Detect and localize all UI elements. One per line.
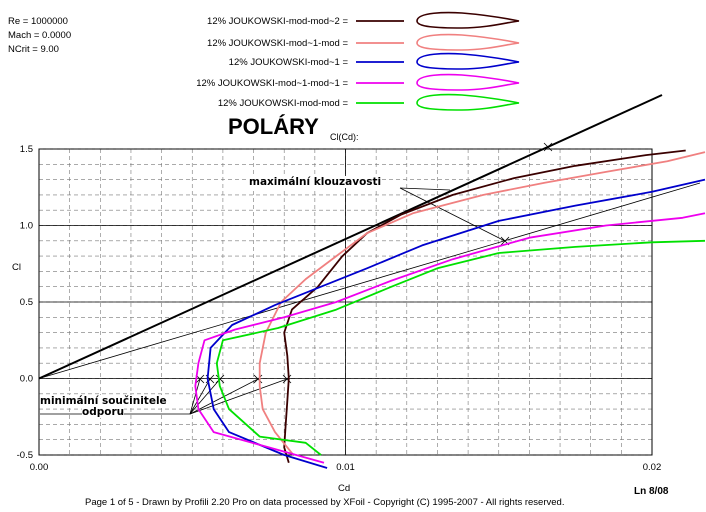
legend-airfoil-3 [416, 52, 520, 70]
series-line-2 [258, 151, 706, 456]
annotation-min-drag-line2: odporu [82, 406, 125, 418]
x-axis-label: Cd [338, 483, 350, 494]
marker-cross [195, 374, 205, 384]
legend-label-5: 12% JOUKOWSKI-mod-mod = [218, 98, 349, 109]
marker-cross [215, 374, 225, 384]
series-line-5 [215, 239, 706, 456]
x-tick-label: 0.02 [643, 462, 662, 473]
series-lines [194, 149, 706, 469]
annotation-leader [189, 378, 288, 415]
tangent-line [38, 182, 701, 379]
y-tick-label: -0.5 [17, 450, 33, 461]
marker-cross [282, 374, 292, 384]
annotation-leader [189, 378, 221, 415]
series-line-4 [194, 212, 706, 464]
legend-airfoil-4 [416, 73, 520, 91]
annotation-leader [189, 378, 211, 415]
legend-airfoil-5 [416, 93, 520, 111]
y-tick-label: 1.0 [20, 221, 33, 232]
chart-title: POLÁRY [228, 114, 319, 139]
tick-labels: -0.5 0.0 0.5 1.0 1.5 0.00 0.01 0.02 [17, 144, 662, 473]
footer-text: Page 1 of 5 - Drawn by Profili 2.20 Pro … [85, 497, 565, 508]
annotation-leader [189, 378, 201, 415]
legend-label-3: 12% JOUKOWSKI-mod~1 = [229, 57, 349, 68]
info-mach: Mach = 0.0000 [8, 30, 72, 41]
y-tick-label: 0.0 [20, 374, 33, 385]
annotation-leader [399, 187, 451, 191]
legend-airfoil-1 [416, 11, 520, 29]
y-tick-label: 1.5 [20, 144, 33, 155]
x-tick-label: 0.00 [30, 462, 49, 473]
marker-cross [500, 236, 510, 246]
annotation-leader [399, 187, 506, 242]
y-axis-label: Cl [12, 262, 21, 273]
series-line-3 [206, 178, 706, 469]
x-tick-label: 0.01 [336, 462, 355, 473]
y-tick-label: 0.5 [20, 297, 33, 308]
info-reynolds: Re = 1000000 [8, 16, 68, 27]
marker-cross [543, 142, 553, 152]
chart-subtitle: Cl(Cd): [330, 132, 359, 142]
legend-label-4: 12% JOUKOWSKI-mod~1-mod~1 = [196, 78, 348, 89]
legend-label-1: 12% JOUKOWSKI-mod-mod~2 = [207, 16, 348, 27]
marker-cross [253, 374, 263, 384]
info-ncrit: NCrit = 9.00 [8, 44, 59, 55]
series-line-1 [283, 149, 686, 463]
tangent-line [38, 146, 549, 379]
legend: 12% JOUKOWSKI-mod-mod~2 = 12% JOUKOWSKI-m… [196, 11, 520, 111]
footer-revision: Ln 8/08 [634, 486, 669, 497]
legend-label-2: 12% JOUKOWSKI-mod~1-mod = [207, 38, 348, 49]
annotation-min-drag-line1: minimální součinitele [40, 395, 167, 407]
legend-airfoil-2 [416, 33, 520, 51]
annotation-max-glide: maximální klouzavosti [249, 176, 382, 188]
